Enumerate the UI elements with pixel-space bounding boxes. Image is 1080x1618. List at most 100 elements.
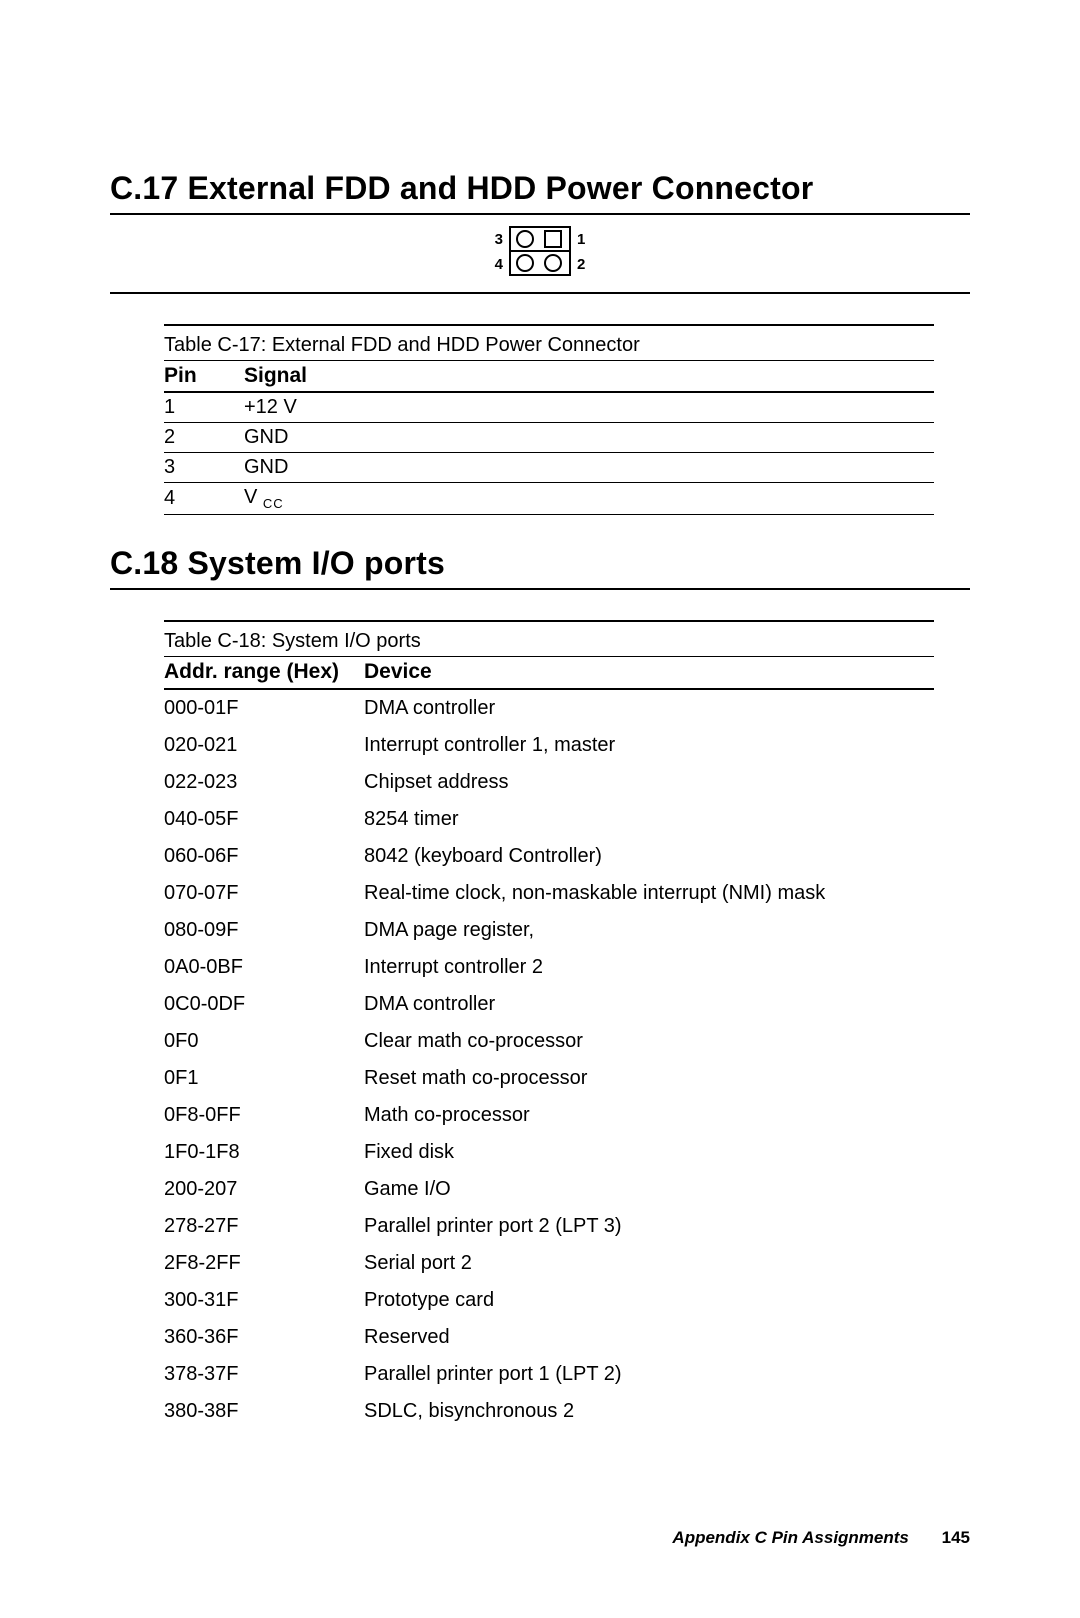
pin-label-1: 1 xyxy=(577,231,585,248)
col-addr: Addr. range (Hex) xyxy=(164,657,364,689)
table-row: 200-207Game I/O xyxy=(164,1171,934,1208)
table-row: 360-36FReserved xyxy=(164,1319,934,1356)
table-c17-caption: Table C-17: External FDD and HDD Power C… xyxy=(164,330,934,360)
cell-device: Interrupt controller 2 xyxy=(364,949,934,986)
cell-device: DMA page register, xyxy=(364,912,934,949)
table-row: 0F1Reset math co-processor xyxy=(164,1060,934,1097)
vcc-sub: CC xyxy=(263,496,284,511)
cell-addr: 020-021 xyxy=(164,727,364,764)
cell-addr: 300-31F xyxy=(164,1282,364,1319)
table-row: 000-01FDMA controller xyxy=(164,689,934,727)
cell-addr: 1F0-1F8 xyxy=(164,1134,364,1171)
table-c18-wrap: Table C-18: System I/O ports Addr. range… xyxy=(164,620,934,1430)
rule xyxy=(110,213,970,215)
table-row: 378-37FParallel printer port 1 (LPT 2) xyxy=(164,1356,934,1393)
table-row: 1 +12 V xyxy=(164,392,934,423)
heading-c17: C.17 External FDD and HDD Power Connecto… xyxy=(110,170,970,207)
table-row: 0C0-0DFDMA controller xyxy=(164,986,934,1023)
page-footer: Appendix C Pin Assignments 145 xyxy=(672,1528,970,1548)
col-pin: Pin xyxy=(164,361,244,392)
cell-addr: 380-38F xyxy=(164,1393,364,1430)
footer-page-number: 145 xyxy=(942,1528,970,1547)
cell-device: Serial port 2 xyxy=(364,1245,934,1282)
table-row: 2F8-2FFSerial port 2 xyxy=(164,1245,934,1282)
table-row: 020-021Interrupt controller 1, master xyxy=(164,727,934,764)
pin-label-3: 3 xyxy=(495,231,503,248)
table-row: 4 V CC xyxy=(164,483,934,515)
cell-signal: V CC xyxy=(244,483,934,515)
table-row: 080-09FDMA page register, xyxy=(164,912,934,949)
table-row: 0A0-0BFInterrupt controller 2 xyxy=(164,949,934,986)
cell-device: DMA controller xyxy=(364,986,934,1023)
table-row: 0F0Clear math co-processor xyxy=(164,1023,934,1060)
cell-device: Parallel printer port 1 (LPT 2) xyxy=(364,1356,934,1393)
table-row: 1F0-1F8Fixed disk xyxy=(164,1134,934,1171)
cell-addr: 378-37F xyxy=(164,1356,364,1393)
table-row: 300-31FPrototype card xyxy=(164,1282,934,1319)
cell-device: Chipset address xyxy=(364,764,934,801)
cell-signal: GND xyxy=(244,453,934,483)
cell-addr: 0A0-0BF xyxy=(164,949,364,986)
cell-device: Interrupt controller 1, master xyxy=(364,727,934,764)
cell-addr: 278-27F xyxy=(164,1208,364,1245)
rule xyxy=(164,324,934,326)
cell-addr: 070-07F xyxy=(164,875,364,912)
vcc-base: V xyxy=(244,486,257,508)
rule xyxy=(110,588,970,590)
cell-addr: 040-05F xyxy=(164,801,364,838)
cell-addr: 2F8-2FF xyxy=(164,1245,364,1282)
cell-pin: 2 xyxy=(164,423,244,453)
cell-device: Math co-processor xyxy=(364,1097,934,1134)
cell-pin: 3 xyxy=(164,453,244,483)
cell-addr: 0F1 xyxy=(164,1060,364,1097)
cell-device: Game I/O xyxy=(364,1171,934,1208)
table-c17: Pin Signal 1 +12 V 2 GND 3 GND 4 xyxy=(164,361,934,515)
cell-addr: 200-207 xyxy=(164,1171,364,1208)
cell-device: 8254 timer xyxy=(364,801,934,838)
table-row: 070-07FReal-time clock, non-maskable int… xyxy=(164,875,934,912)
cell-device: 8042 (keyboard Controller) xyxy=(364,838,934,875)
cell-addr: 000-01F xyxy=(164,689,364,727)
table-c18-caption: Table C-18: System I/O ports xyxy=(164,626,934,656)
cell-pin: 1 xyxy=(164,392,244,423)
cell-addr: 080-09F xyxy=(164,912,364,949)
cell-signal: +12 V xyxy=(244,392,934,423)
table-row: 040-05F8254 timer xyxy=(164,801,934,838)
table-c18: Addr. range (Hex) Device 000-01FDMA cont… xyxy=(164,657,934,1430)
rule xyxy=(110,292,970,294)
cell-addr: 360-36F xyxy=(164,1319,364,1356)
cell-device: Prototype card xyxy=(364,1282,934,1319)
col-signal: Signal xyxy=(244,361,934,392)
table-row: 380-38FSDLC, bisynchronous 2 xyxy=(164,1393,934,1430)
section-c18: C.18 System I/O ports Table C-18: System… xyxy=(110,545,970,1430)
footer-title: Appendix C Pin Assignments xyxy=(672,1528,908,1547)
table-row: 278-27FParallel printer port 2 (LPT 3) xyxy=(164,1208,934,1245)
table-row: 2 GND xyxy=(164,423,934,453)
connector-figure: 3 1 4 2 xyxy=(110,223,970,284)
cell-addr: 0F8-0FF xyxy=(164,1097,364,1134)
table-c17-wrap: Table C-17: External FDD and HDD Power C… xyxy=(164,324,934,515)
heading-c18: C.18 System I/O ports xyxy=(110,545,970,582)
cell-device: SDLC, bisynchronous 2 xyxy=(364,1393,934,1430)
table-row: 022-023Chipset address xyxy=(164,764,934,801)
cell-device: Parallel printer port 2 (LPT 3) xyxy=(364,1208,934,1245)
cell-device: Fixed disk xyxy=(364,1134,934,1171)
cell-addr: 0C0-0DF xyxy=(164,986,364,1023)
pin-label-2: 2 xyxy=(577,256,585,273)
cell-device: DMA controller xyxy=(364,689,934,727)
cell-device: Clear math co-processor xyxy=(364,1023,934,1060)
cell-addr: 060-06F xyxy=(164,838,364,875)
col-device: Device xyxy=(364,657,934,689)
table-row: 0F8-0FFMath co-processor xyxy=(164,1097,934,1134)
table-row: 060-06F8042 (keyboard Controller) xyxy=(164,838,934,875)
cell-signal: GND xyxy=(244,423,934,453)
cell-addr: 0F0 xyxy=(164,1023,364,1060)
pin-label-4: 4 xyxy=(495,256,504,273)
cell-device: Reserved xyxy=(364,1319,934,1356)
cell-pin: 4 xyxy=(164,483,244,515)
table-row: 3 GND xyxy=(164,453,934,483)
rule xyxy=(164,620,934,622)
cell-addr: 022-023 xyxy=(164,764,364,801)
cell-device: Reset math co-processor xyxy=(364,1060,934,1097)
page: C.17 External FDD and HDD Power Connecto… xyxy=(0,0,1080,1618)
